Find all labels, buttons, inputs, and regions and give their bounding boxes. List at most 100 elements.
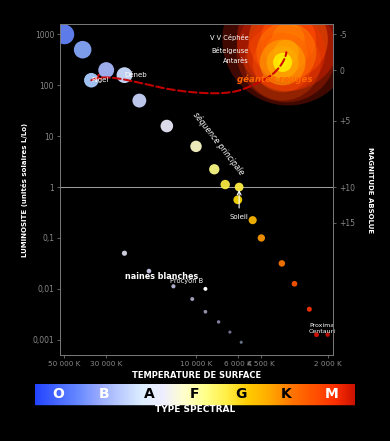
Bar: [191, 384, 192, 404]
Bar: [80, 384, 81, 404]
Bar: [82, 384, 83, 404]
Bar: [354, 384, 355, 404]
Point: [164, 123, 170, 130]
Bar: [179, 384, 180, 404]
Bar: [52, 384, 53, 404]
Text: Proxima
Centauri: Proxima Centauri: [309, 323, 336, 334]
Bar: [340, 384, 341, 404]
Bar: [239, 384, 240, 404]
Point: [285, 36, 291, 43]
Point: [283, 49, 289, 56]
Bar: [58, 384, 59, 404]
Bar: [140, 384, 141, 404]
Point: [283, 49, 289, 56]
Bar: [180, 384, 181, 404]
Y-axis label: LUMINOSITE (unités solaires L/Lo): LUMINOSITE (unités solaires L/Lo): [21, 123, 28, 257]
Bar: [264, 384, 265, 404]
Bar: [61, 384, 62, 404]
Bar: [149, 384, 150, 404]
Bar: [241, 384, 242, 404]
Bar: [103, 384, 104, 404]
Bar: [56, 384, 57, 404]
Bar: [253, 384, 254, 404]
Bar: [69, 384, 70, 404]
Bar: [240, 384, 241, 404]
Bar: [337, 384, 338, 404]
Bar: [334, 384, 335, 404]
Bar: [234, 384, 235, 404]
Bar: [105, 384, 106, 404]
Bar: [134, 384, 135, 404]
Bar: [104, 384, 105, 404]
Bar: [283, 384, 284, 404]
Bar: [162, 384, 163, 404]
Bar: [269, 384, 270, 404]
Point: [283, 49, 289, 56]
Bar: [75, 384, 76, 404]
Bar: [125, 384, 126, 404]
Bar: [48, 384, 49, 404]
Bar: [322, 384, 323, 404]
Bar: [226, 384, 227, 404]
Bar: [79, 384, 80, 404]
Bar: [335, 384, 336, 404]
Bar: [42, 384, 43, 404]
Bar: [108, 384, 109, 404]
Bar: [339, 384, 340, 404]
Bar: [305, 384, 306, 404]
Bar: [268, 384, 269, 404]
Bar: [170, 384, 171, 404]
Bar: [146, 384, 147, 404]
Bar: [175, 384, 176, 404]
Bar: [215, 384, 216, 404]
Bar: [74, 384, 75, 404]
Bar: [220, 384, 221, 404]
Bar: [86, 384, 87, 404]
Bar: [196, 384, 197, 404]
Bar: [165, 384, 166, 404]
Bar: [187, 384, 188, 404]
Bar: [238, 384, 239, 404]
Bar: [199, 384, 200, 404]
X-axis label: TEMPERATURE DE SURFACE: TEMPERATURE DE SURFACE: [132, 371, 262, 381]
Bar: [353, 384, 354, 404]
Bar: [249, 384, 250, 404]
Bar: [159, 384, 160, 404]
Bar: [194, 384, 195, 404]
Point: [88, 77, 94, 84]
Bar: [172, 384, 173, 404]
Bar: [300, 384, 301, 404]
Bar: [43, 384, 44, 404]
Bar: [329, 384, 330, 404]
Bar: [156, 384, 157, 404]
Bar: [97, 384, 98, 404]
Bar: [186, 384, 187, 404]
Bar: [144, 384, 145, 404]
Bar: [222, 384, 223, 404]
Bar: [127, 384, 128, 404]
Bar: [141, 384, 142, 404]
Bar: [138, 384, 139, 404]
Bar: [285, 384, 286, 404]
Text: K: K: [281, 387, 292, 401]
Bar: [50, 384, 51, 404]
Bar: [263, 384, 264, 404]
Bar: [110, 384, 111, 404]
Bar: [313, 384, 314, 404]
Bar: [126, 384, 127, 404]
Point: [235, 196, 241, 203]
Bar: [209, 384, 210, 404]
Bar: [124, 384, 125, 404]
Bar: [85, 384, 86, 404]
Bar: [45, 384, 46, 404]
Bar: [277, 384, 278, 404]
Bar: [131, 384, 132, 404]
Bar: [154, 384, 155, 404]
Bar: [38, 384, 39, 404]
Bar: [211, 384, 212, 404]
Bar: [261, 384, 262, 404]
Bar: [336, 384, 337, 404]
Point: [291, 280, 298, 287]
Text: Déneb: Déneb: [124, 72, 147, 78]
Bar: [307, 384, 308, 404]
